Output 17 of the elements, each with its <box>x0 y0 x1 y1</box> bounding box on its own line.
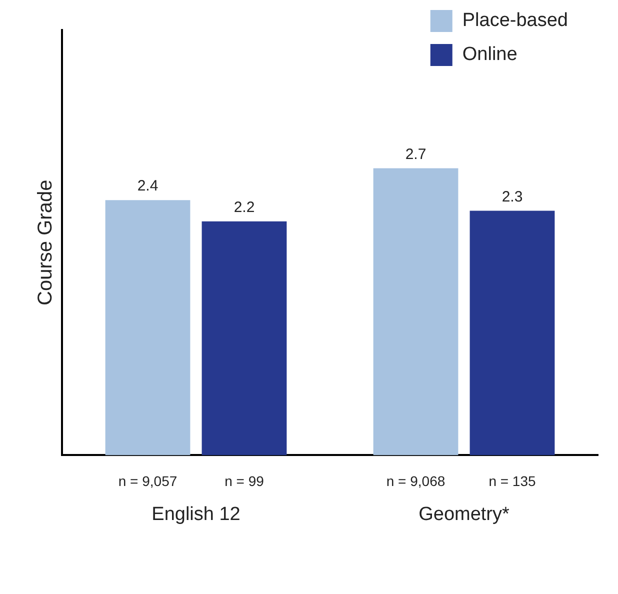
bar <box>470 210 555 456</box>
text: n = 99 <box>224 473 264 490</box>
data-label: 2.4 <box>137 178 158 195</box>
data-label: 2.7 <box>405 146 426 163</box>
legend-label: Place-based <box>462 10 568 32</box>
y-axis-title: Course Grade <box>34 180 57 306</box>
text: n = 135 <box>488 473 536 490</box>
text: n = 9,068 <box>386 473 446 490</box>
x-tick-label: English 12 <box>152 504 240 525</box>
text: n = 9,057 <box>118 473 178 490</box>
bar <box>202 221 287 456</box>
bar <box>373 168 458 456</box>
data-label: 2.3 <box>502 188 523 206</box>
x-tick-label: Geometry* <box>418 504 510 525</box>
bar <box>105 200 190 456</box>
data-label: 2.2 <box>234 198 255 216</box>
legend-label: Online <box>462 44 518 66</box>
